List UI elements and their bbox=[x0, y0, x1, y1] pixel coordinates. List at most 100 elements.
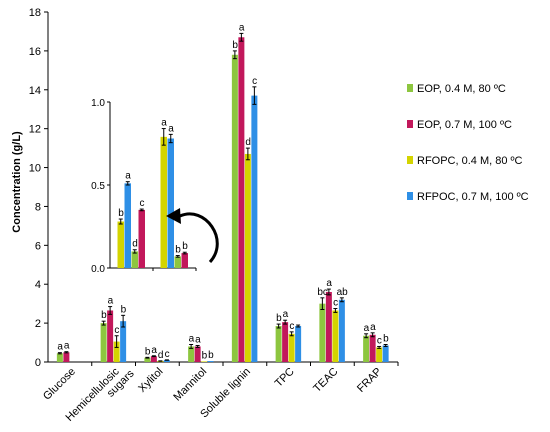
significance-label: c bbox=[114, 325, 119, 336]
bar bbox=[382, 345, 389, 362]
x-tick-label: Mannitol bbox=[171, 366, 209, 404]
bar bbox=[332, 310, 339, 362]
bar bbox=[238, 37, 245, 363]
y-tick-label: 16 bbox=[29, 46, 41, 58]
significance-label: a bbox=[239, 22, 245, 33]
y-tick-label: 4 bbox=[35, 279, 41, 291]
significance-label: a bbox=[326, 278, 332, 289]
bar bbox=[275, 326, 282, 362]
y-tick-label: 2 bbox=[35, 318, 41, 330]
inset-bar bbox=[160, 136, 167, 268]
significance-label: ab bbox=[337, 287, 349, 298]
significance-label: b bbox=[145, 346, 151, 357]
y-tick-label: 12 bbox=[29, 124, 41, 136]
significance-label: b bbox=[232, 40, 238, 51]
significance-label: c bbox=[289, 321, 294, 332]
inset-significance-label: a bbox=[168, 123, 174, 134]
inset-significance-label: b bbox=[118, 208, 124, 219]
bar bbox=[244, 153, 251, 362]
bar bbox=[163, 360, 170, 362]
bar bbox=[56, 353, 63, 362]
legend-swatch bbox=[407, 192, 413, 200]
y-tick-label: 18 bbox=[29, 7, 41, 19]
bar bbox=[100, 323, 107, 362]
y-tick-label: 10 bbox=[29, 163, 41, 175]
bar bbox=[295, 326, 302, 362]
bar bbox=[325, 292, 332, 362]
significance-label: a bbox=[195, 334, 201, 345]
x-tick-label: Glucose bbox=[41, 366, 78, 403]
inset-bar bbox=[138, 209, 145, 268]
y-tick-label: 8 bbox=[35, 201, 41, 213]
x-tick-label-line: TPC bbox=[273, 366, 297, 390]
significance-label: c bbox=[165, 349, 170, 360]
significance-label: a bbox=[108, 296, 114, 307]
significance-label: b bbox=[276, 313, 282, 324]
bar bbox=[144, 357, 151, 362]
x-tick-label-line: TEAC bbox=[311, 366, 340, 395]
inset-y-tick-label: 0.0 bbox=[91, 264, 105, 275]
significance-label: a bbox=[364, 323, 370, 334]
legend-label: RFPOC, 0.7 M, 100 ºC bbox=[417, 191, 529, 203]
y-tick-label: 14 bbox=[29, 85, 41, 97]
significance-label: a bbox=[283, 309, 289, 320]
bars bbox=[56, 32, 389, 363]
x-tick-label: TEAC bbox=[311, 366, 340, 395]
bar bbox=[251, 95, 258, 362]
significance-label: a bbox=[64, 341, 70, 352]
legend: EOP, 0.4 M, 80 ºC EOP, 0.7 M, 100 ºC RFOPC… bbox=[407, 83, 529, 203]
bar bbox=[107, 310, 114, 362]
bar bbox=[207, 361, 214, 362]
x-tick-label-line: Glucose bbox=[41, 366, 78, 403]
bar bbox=[120, 321, 127, 362]
bar bbox=[63, 352, 70, 362]
significance-label: b bbox=[121, 304, 127, 315]
inset-y-tick-label: 0.5 bbox=[91, 181, 105, 192]
legend-label: EOP, 0.4 M, 80 ºC bbox=[417, 83, 506, 95]
y-tick-label: 0 bbox=[35, 357, 41, 369]
bar bbox=[282, 322, 289, 362]
inset-significance-label: a bbox=[125, 171, 131, 182]
y-tick-label: 6 bbox=[35, 240, 41, 252]
significance-label: b bbox=[208, 350, 214, 361]
bar bbox=[363, 335, 370, 362]
significance-label: b bbox=[383, 334, 389, 345]
inset-significance-label: b bbox=[175, 245, 181, 256]
legend-label: RFOPC, 0.4 M, 80 ºC bbox=[417, 155, 523, 167]
bar bbox=[338, 299, 345, 362]
inset-bar bbox=[181, 253, 188, 268]
bar bbox=[319, 303, 326, 362]
inset-y-tick-label: 1.0 bbox=[91, 98, 105, 109]
x-tick-label: FRAP bbox=[355, 366, 384, 395]
inset-bar bbox=[167, 138, 174, 268]
bar bbox=[194, 346, 201, 362]
x-tick-label: Xylitol bbox=[136, 366, 165, 395]
legend-swatch bbox=[407, 156, 413, 164]
significance-label: a bbox=[151, 345, 157, 356]
significance-label: a bbox=[370, 322, 376, 333]
inset-bar bbox=[124, 183, 131, 268]
inset-significance-label: c bbox=[140, 198, 145, 209]
inset-bar bbox=[131, 251, 138, 268]
significance-label: b bbox=[202, 350, 208, 361]
axes: 0 2 4 6 8 10 12 14 16 18 GlucoseHemicellulosicsuga… bbox=[29, 7, 399, 424]
bar bbox=[231, 54, 238, 363]
x-tick-label-line: FRAP bbox=[355, 366, 384, 395]
legend-swatch bbox=[407, 84, 413, 92]
bar bbox=[376, 347, 383, 362]
significance-label: c bbox=[252, 76, 257, 87]
x-tick-label: TPC bbox=[273, 366, 297, 390]
significance-label: d bbox=[245, 137, 251, 148]
significance-label: b bbox=[101, 310, 107, 321]
significance-label: a bbox=[57, 342, 63, 353]
significance-label: c bbox=[377, 335, 382, 346]
x-tick-label-line: Xylitol bbox=[136, 366, 165, 395]
significance-label: c bbox=[333, 298, 338, 309]
inset-significance-label: b bbox=[182, 241, 188, 252]
bar bbox=[288, 333, 295, 362]
inset-significance-label: a bbox=[161, 118, 167, 129]
bar bbox=[201, 361, 208, 362]
